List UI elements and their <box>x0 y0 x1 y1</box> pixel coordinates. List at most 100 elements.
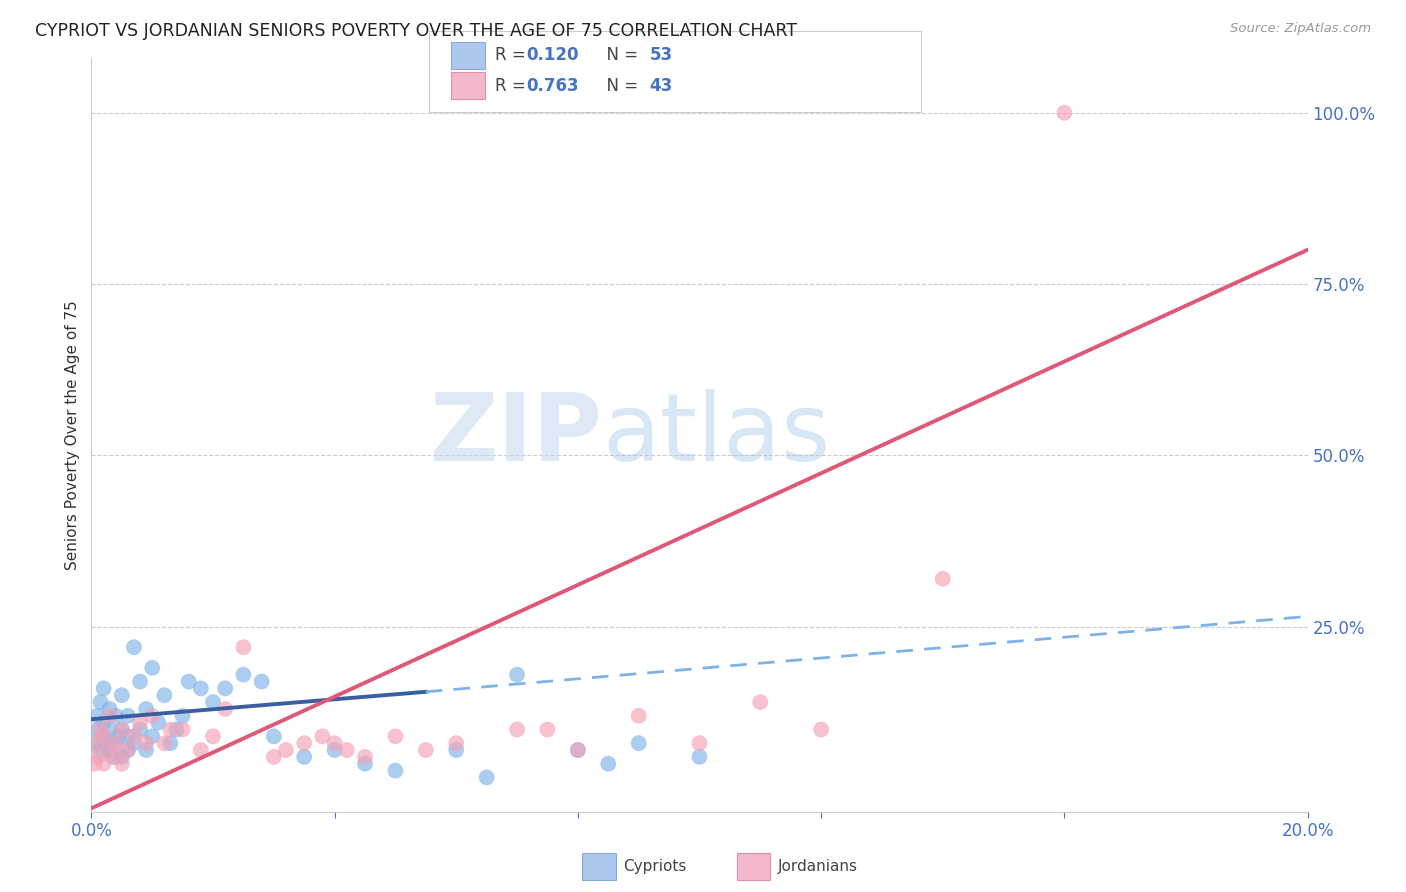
Point <box>129 674 152 689</box>
Point <box>190 681 212 696</box>
Point <box>111 750 134 764</box>
Point <box>89 695 111 709</box>
Point <box>567 743 589 757</box>
Text: 43: 43 <box>650 77 673 95</box>
Point <box>93 730 115 744</box>
FancyBboxPatch shape <box>451 42 485 69</box>
Point <box>111 723 134 737</box>
Text: N =: N = <box>596 77 644 95</box>
Point <box>292 736 315 750</box>
Point <box>129 723 152 737</box>
Text: N =: N = <box>596 46 644 64</box>
FancyBboxPatch shape <box>737 853 770 880</box>
Point <box>232 667 254 681</box>
Point <box>506 723 529 737</box>
Point <box>627 708 650 723</box>
Point <box>122 640 145 655</box>
Point <box>117 743 139 757</box>
Point <box>444 743 467 757</box>
Point <box>292 750 315 764</box>
Text: atlas: atlas <box>602 389 831 481</box>
Point <box>96 736 118 750</box>
Point <box>688 750 710 764</box>
Point <box>98 743 121 757</box>
Point <box>98 708 121 723</box>
Text: CYPRIOT VS JORDANIAN SENIORS POVERTY OVER THE AGE OF 75 CORRELATION CHART: CYPRIOT VS JORDANIAN SENIORS POVERTY OVE… <box>35 22 797 40</box>
Point <box>86 736 108 750</box>
Text: 53: 53 <box>650 46 672 64</box>
FancyBboxPatch shape <box>429 31 921 112</box>
Point <box>274 743 297 757</box>
Point <box>98 743 121 757</box>
Text: ZIP: ZIP <box>429 389 602 481</box>
Text: Jordanians: Jordanians <box>778 859 858 873</box>
Point <box>111 756 134 771</box>
Point <box>117 743 139 757</box>
Point <box>354 750 377 764</box>
Point <box>141 708 163 723</box>
Point <box>86 708 108 723</box>
Point <box>104 750 127 764</box>
Point <box>117 708 139 723</box>
Point <box>232 640 254 655</box>
Point <box>93 756 115 771</box>
Point <box>93 681 115 696</box>
Point <box>688 736 710 750</box>
Point <box>107 730 129 744</box>
Point <box>135 743 157 757</box>
Point <box>323 743 346 757</box>
Point <box>1053 105 1076 120</box>
Text: 0.120: 0.120 <box>526 46 578 64</box>
Point <box>86 750 108 764</box>
Point <box>172 723 194 737</box>
Point <box>250 674 273 689</box>
Point <box>810 723 832 737</box>
Point <box>214 681 236 696</box>
Point <box>506 667 529 681</box>
Point <box>89 743 111 757</box>
Point <box>177 674 200 689</box>
Point <box>354 756 377 771</box>
Point <box>749 695 772 709</box>
Point <box>153 688 176 702</box>
Point <box>122 736 145 750</box>
Point <box>93 715 115 730</box>
Point <box>83 756 105 771</box>
Point <box>567 743 589 757</box>
Point <box>323 736 346 750</box>
Point <box>104 708 127 723</box>
Point <box>89 723 111 737</box>
Point <box>214 702 236 716</box>
Point <box>93 730 115 744</box>
Point <box>104 736 127 750</box>
Point <box>104 736 127 750</box>
Point <box>153 736 176 750</box>
Point <box>627 736 650 750</box>
Point <box>159 723 181 737</box>
Point <box>141 730 163 744</box>
Text: R =: R = <box>495 77 531 95</box>
Point <box>263 750 285 764</box>
Text: Source: ZipAtlas.com: Source: ZipAtlas.com <box>1230 22 1371 36</box>
Point <box>202 695 225 709</box>
Text: Cypriots: Cypriots <box>623 859 686 873</box>
Point <box>202 730 225 744</box>
Point <box>415 743 437 757</box>
Point <box>384 764 406 778</box>
Text: R =: R = <box>495 46 531 64</box>
Point <box>117 730 139 744</box>
Point <box>190 743 212 757</box>
Point <box>475 771 498 785</box>
Point <box>536 723 558 737</box>
FancyBboxPatch shape <box>582 853 616 880</box>
Point <box>98 723 121 737</box>
Point <box>122 730 145 744</box>
Point <box>166 723 188 737</box>
Point <box>148 715 170 730</box>
Point <box>444 736 467 750</box>
Text: 0.763: 0.763 <box>526 77 578 95</box>
Point <box>98 702 121 716</box>
Point <box>311 730 333 744</box>
Point <box>135 702 157 716</box>
Point <box>931 572 953 586</box>
